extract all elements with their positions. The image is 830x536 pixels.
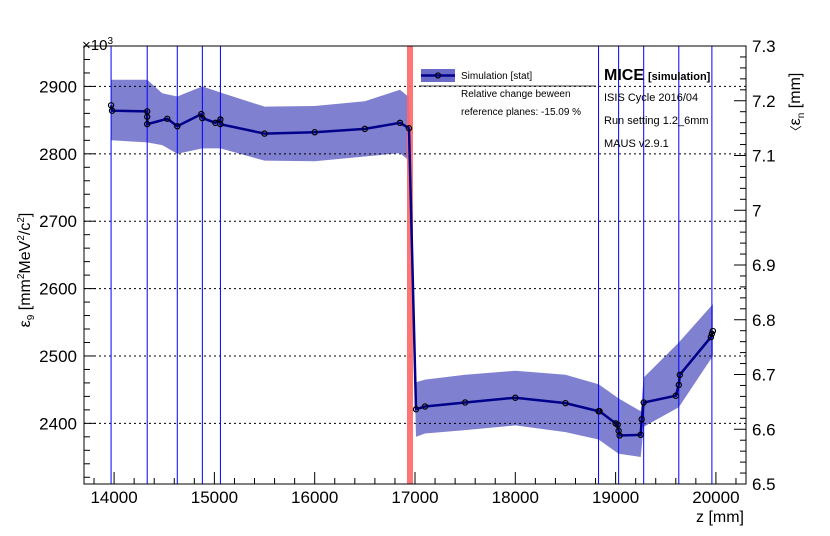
series-lines [107, 102, 717, 439]
y-right-tick-label: 7 [752, 201, 761, 220]
data-point [638, 416, 645, 423]
data-point [616, 432, 623, 439]
data-point [512, 394, 519, 401]
data-point [143, 120, 151, 128]
x-tick-label: 18000 [492, 488, 539, 507]
y-axis-right-title: 〈εn [mm] [787, 73, 807, 138]
station-lines [110, 46, 713, 484]
data-point [164, 115, 171, 122]
data-point [614, 421, 621, 428]
data-point [412, 406, 420, 413]
legend-label: Simulation [stat] [461, 71, 532, 82]
absorber-marker [406, 46, 413, 484]
data-point [675, 381, 682, 389]
y-left-tick-label: 2700 [39, 212, 77, 231]
data-point [261, 130, 268, 137]
data-point [311, 129, 318, 136]
x-tick-label: 17000 [391, 488, 438, 507]
data-point [562, 399, 569, 407]
y-left-tick-label: 2400 [39, 414, 77, 433]
y-left-tick-label: 2800 [39, 145, 77, 164]
x-axis-title: z [mm] [696, 509, 744, 526]
x-tick-label: 15000 [191, 488, 238, 507]
data-point [108, 107, 116, 114]
data-point [174, 122, 181, 130]
data-point [640, 399, 647, 406]
legend: Simulation [stat] Relative change beween… [419, 69, 596, 118]
absorber-band [406, 46, 413, 484]
y-right-tick-label: 7.3 [752, 37, 776, 56]
series-line-0 [109, 105, 715, 437]
data-point [596, 408, 603, 415]
data-point [361, 125, 369, 133]
y-left-tick-label: 2900 [39, 77, 77, 96]
y-right-tick-label: 6.7 [752, 366, 776, 385]
x-tick-label: 20000 [692, 488, 739, 507]
relative-change-line2: reference planes: -15.09 % [461, 107, 581, 118]
y-right-tick-label: 6.9 [752, 256, 776, 275]
data-point [421, 403, 429, 410]
x-tick-label: 16000 [291, 488, 338, 507]
isis-cycle: ISIS Cycle 2016/04 [604, 92, 698, 104]
x-tick-label: 14000 [90, 488, 137, 507]
y-right-tick-label: 6.5 [752, 475, 776, 494]
data-point [198, 110, 205, 118]
run-setting: Run setting 1.2_6mm [604, 115, 709, 127]
y-right-tick-label: 6.6 [752, 420, 776, 439]
x-tick-label: 19000 [592, 488, 639, 507]
data-point [396, 119, 404, 127]
mice-info: MICE [simulation] ISIS Cycle 2016/04 Run … [604, 67, 711, 150]
data-point [672, 392, 679, 399]
relative-change-line1: Relative change beween [461, 89, 571, 100]
maus-version: MAUS v2.9.1 [604, 138, 669, 150]
data-point [709, 327, 717, 335]
grid-lines [84, 85, 746, 424]
y-left-tick-label: 2500 [39, 347, 77, 366]
y-left-tick-label: 2600 [39, 280, 77, 299]
y-axis-left-title: ε9 [mm2MeV2/c2] [16, 213, 37, 328]
data-point [217, 120, 224, 128]
data-point [405, 125, 413, 132]
data-point [676, 371, 684, 379]
data-point [143, 113, 151, 120]
legend-marker [434, 72, 442, 79]
y-right-tick-label: 7.2 [752, 92, 776, 111]
mice-title: MICE [simulation] [604, 67, 711, 84]
y-right-tick-label: 6.8 [752, 311, 776, 330]
data-point [637, 431, 644, 439]
data-point [199, 114, 206, 122]
y-multiplier: ×103 [82, 36, 113, 54]
data-point [707, 333, 715, 341]
axis-ticks: 14000 15000 16000 17000 18000 19000 20000 2400 2… [39, 37, 775, 507]
y-right-tick-label: 7.1 [752, 147, 776, 166]
data-point [461, 399, 469, 406]
